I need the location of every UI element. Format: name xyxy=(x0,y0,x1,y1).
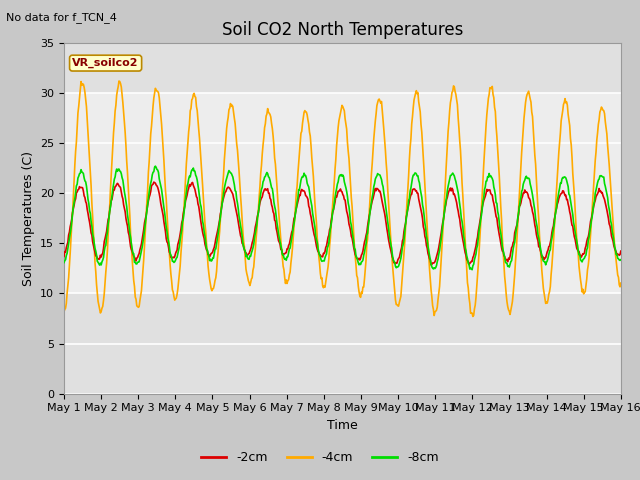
Y-axis label: Soil Temperatures (C): Soil Temperatures (C) xyxy=(22,151,35,286)
Text: No data for f_TCN_4: No data for f_TCN_4 xyxy=(6,12,117,23)
Text: VR_soilco2: VR_soilco2 xyxy=(72,58,139,68)
X-axis label: Time: Time xyxy=(327,419,358,432)
Bar xyxy=(64,93,621,293)
Title: Soil CO2 North Temperatures: Soil CO2 North Temperatures xyxy=(221,21,463,39)
Legend: -2cm, -4cm, -8cm: -2cm, -4cm, -8cm xyxy=(196,446,444,469)
